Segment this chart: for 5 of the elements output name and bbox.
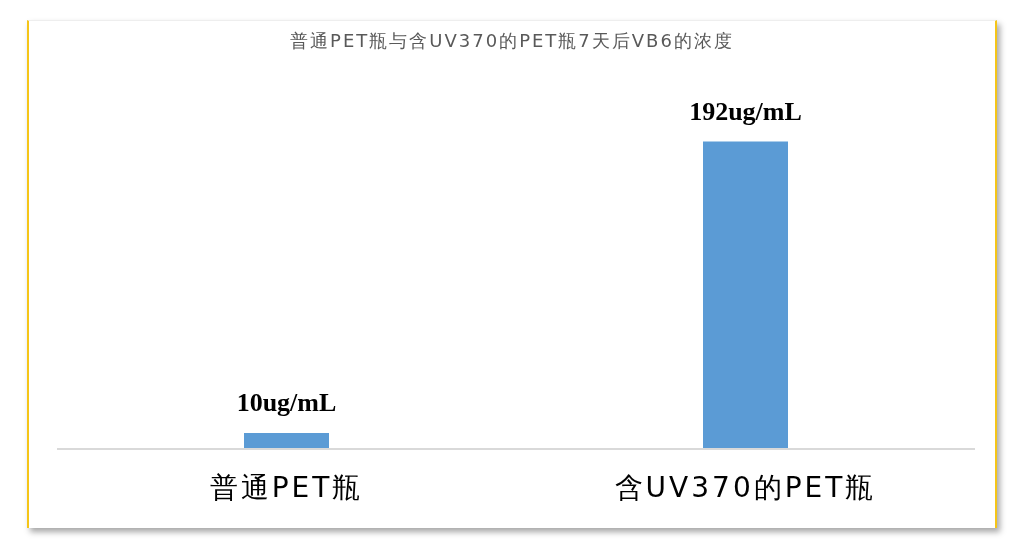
chart-title: 普通PET瓶与含UV370的PET瓶7天后VB6的浓度 <box>289 29 735 53</box>
x-tick-label: 普通PET瓶 <box>209 471 364 504</box>
x-tick-label: 含UV370的PET瓶 <box>614 471 877 504</box>
data-label: 192ug/mL <box>689 96 802 126</box>
data-label: 10ug/mL <box>236 387 337 417</box>
